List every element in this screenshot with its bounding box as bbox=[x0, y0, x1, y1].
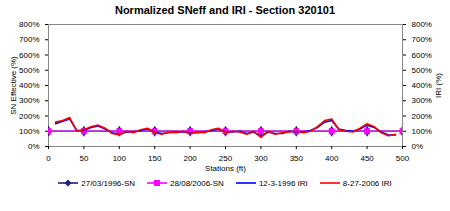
svg-text:300: 300 bbox=[254, 154, 268, 163]
html-text:8-27-2006 IRI: 8-27-2006 IRI bbox=[342, 178, 392, 188]
svg-text:500: 500 bbox=[396, 154, 410, 163]
svg-text:SN Effective (%): SN Effective (%) bbox=[9, 56, 18, 115]
svg-text:0: 0 bbox=[46, 154, 51, 163]
svg-text:400%: 400% bbox=[412, 81, 432, 90]
html-text:27/03/1996-SN: 27/03/1996-SN bbox=[81, 178, 136, 188]
svg-text:500%: 500% bbox=[412, 66, 432, 75]
svg-text:800%: 800% bbox=[19, 20, 39, 29]
svg-text:200%: 200% bbox=[412, 112, 432, 121]
svg-text:200%: 200% bbox=[19, 112, 39, 121]
svg-text:100%: 100% bbox=[412, 127, 432, 136]
svg-text:400: 400 bbox=[325, 154, 339, 163]
svg-text:800%: 800% bbox=[412, 20, 432, 29]
svg-text:100%: 100% bbox=[19, 127, 39, 136]
svg-text:250: 250 bbox=[219, 154, 233, 163]
svg-text:100: 100 bbox=[113, 154, 127, 163]
html-text:Normalized SNeff and IRI - Sec: Normalized SNeff and IRI - Section 32010… bbox=[115, 4, 335, 16]
svg-text:300%: 300% bbox=[412, 96, 432, 105]
svg-text:500%: 500% bbox=[19, 66, 39, 75]
svg-text:600%: 600% bbox=[19, 51, 39, 60]
svg-text:700%: 700% bbox=[412, 35, 432, 44]
svg-text:300%: 300% bbox=[19, 96, 39, 105]
svg-text:600%: 600% bbox=[412, 51, 432, 60]
svg-text:150: 150 bbox=[148, 154, 162, 163]
svg-text:IRI (%): IRI (%) bbox=[434, 73, 443, 98]
svg-text:450: 450 bbox=[360, 154, 374, 163]
svg-text:Stations (ft): Stations (ft) bbox=[205, 164, 246, 173]
html-text:28/08/2006-SN: 28/08/2006-SN bbox=[170, 178, 224, 188]
svg-text:0%: 0% bbox=[28, 142, 40, 151]
svg-text:200: 200 bbox=[183, 154, 197, 163]
svg-text:700%: 700% bbox=[19, 35, 39, 44]
html-text:12-3-1996 IRI: 12-3-1996 IRI bbox=[258, 178, 308, 188]
svg-text:350: 350 bbox=[290, 154, 304, 163]
svg-text:50: 50 bbox=[79, 154, 88, 163]
svg-text:0%: 0% bbox=[412, 142, 424, 151]
svg-text:400%: 400% bbox=[19, 81, 39, 90]
